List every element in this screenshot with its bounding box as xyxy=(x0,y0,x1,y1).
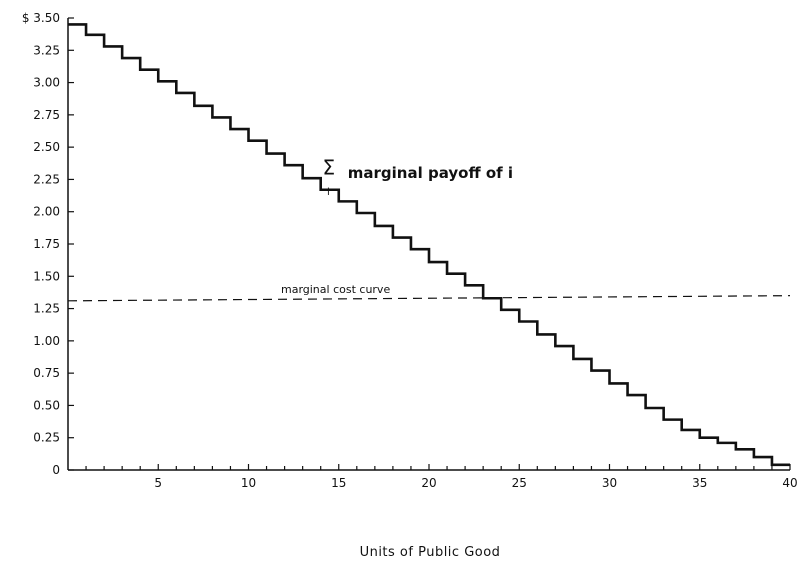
y-tick-label-1: 3.25 xyxy=(33,43,60,57)
y-ticks: $ 3.50 3.25 3.00 2.75 2.50 2.25 2.00 1.75 1.50 1.… xyxy=(22,11,74,477)
x-tick-label-1: 10 xyxy=(241,476,256,490)
y-tick-label-11: 0.75 xyxy=(33,366,60,380)
y-tick-label-0: $ 3.50 xyxy=(22,11,60,25)
y-tick-label-5: 2.25 xyxy=(33,172,60,186)
x-tick-label-7: 40 xyxy=(782,476,797,490)
y-tick-label-10: 1.00 xyxy=(33,334,60,348)
x-tick-label-2: 15 xyxy=(331,476,346,490)
y-tick-label-6: 2.00 xyxy=(33,205,60,219)
y-tick-label-3: 2.75 xyxy=(33,108,60,122)
annotation-sum-symbol: Σ xyxy=(323,155,336,179)
x-axis-title: Units of Public Good xyxy=(360,545,501,560)
y-tick-label-4: 2.50 xyxy=(33,140,60,154)
x-tick-label-5: 30 xyxy=(602,476,617,490)
y-tick-label-8: 1.50 xyxy=(33,269,60,283)
y-tick-label-14: 0 xyxy=(52,463,60,477)
y-tick-label-2: 3.00 xyxy=(33,76,60,90)
series-layer xyxy=(67,23,791,467)
y-tick-label-7: 1.75 xyxy=(33,237,60,251)
y-tick-label-13: 0.25 xyxy=(33,431,60,445)
annotation-layer: Σi marginal payoff of i marginal cost curv… xyxy=(281,155,513,296)
x-tick-label-4: 25 xyxy=(512,476,527,490)
series-marginal-cost-line xyxy=(67,295,791,302)
x-tick-label-0: 5 xyxy=(154,476,162,490)
x-ticks: 5 10 15 20 25 30 35 40 xyxy=(85,464,798,490)
y-tick-label-9: 1.25 xyxy=(33,302,60,316)
x-tick-label-6: 35 xyxy=(692,476,707,490)
x-tick-label-3: 20 xyxy=(421,476,436,490)
series-step-payoff xyxy=(68,23,790,467)
annotation-cost-label: marginal cost curve xyxy=(281,283,390,296)
annotation-sum-index: i xyxy=(327,187,330,198)
y-tick-label-12: 0.50 xyxy=(33,398,60,412)
annotation-payoff-label: marginal payoff of i xyxy=(348,164,513,182)
